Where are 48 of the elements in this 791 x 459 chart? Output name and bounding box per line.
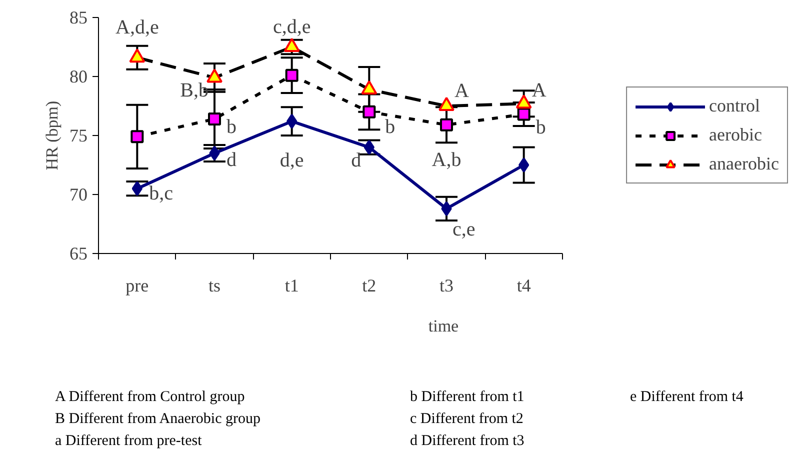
text: c Different from t2 [410, 410, 524, 429]
y-tick-label: 65 [70, 244, 88, 264]
point [440, 118, 453, 132]
annotation: A [532, 80, 547, 102]
legend-label: aerobic [709, 124, 762, 146]
x-tick-label: t3 [440, 276, 454, 296]
y-tick-label: 70 [70, 184, 88, 204]
text: d Different from t3 [410, 432, 524, 451]
point [518, 158, 530, 172]
text: A Different from Control group [55, 388, 245, 407]
y-axis-title: HR (bpm) [42, 100, 62, 170]
point [364, 140, 374, 155]
annotation: c,d,e [272, 16, 311, 38]
point [285, 68, 298, 82]
x-tick-label: t2 [362, 276, 376, 296]
x-tick-label: t1 [284, 276, 299, 296]
annotation: A,b [432, 148, 462, 171]
annotation: A [454, 80, 470, 102]
annotation: A,d,e [116, 16, 159, 39]
annotation: d [226, 149, 236, 172]
annotation: d [351, 149, 362, 172]
y-tick-label: 85 [70, 8, 88, 28]
legend-label: control [709, 96, 760, 116]
x-tick-label: pre [126, 276, 149, 296]
x-tick-label: ts [208, 276, 221, 296]
point [208, 112, 221, 126]
text: a Different from pre-test [55, 432, 202, 451]
legend-label: anaerobic [709, 154, 779, 174]
annotation: B,b [180, 80, 209, 102]
y-tick-label: 80 [70, 66, 88, 86]
annotation: c,e [452, 218, 476, 241]
text: e Different from t4 [630, 388, 744, 407]
annotation: b,c [149, 182, 174, 205]
annotation: d,e [280, 149, 304, 172]
point [130, 130, 144, 144]
text: b Different from t1 [410, 388, 524, 407]
annotation: b [385, 116, 396, 138]
point [132, 181, 142, 196]
point [362, 105, 376, 118]
point [517, 108, 530, 121]
point [441, 201, 452, 216]
x-tick-label: t4 [516, 276, 531, 296]
y-tick-label: 75 [70, 126, 88, 146]
annotation: b [226, 116, 236, 138]
annotation: b [536, 116, 546, 138]
point [286, 114, 298, 129]
x-axis-title: time [428, 316, 459, 336]
text: B Different from Anaerobic group [55, 410, 260, 429]
